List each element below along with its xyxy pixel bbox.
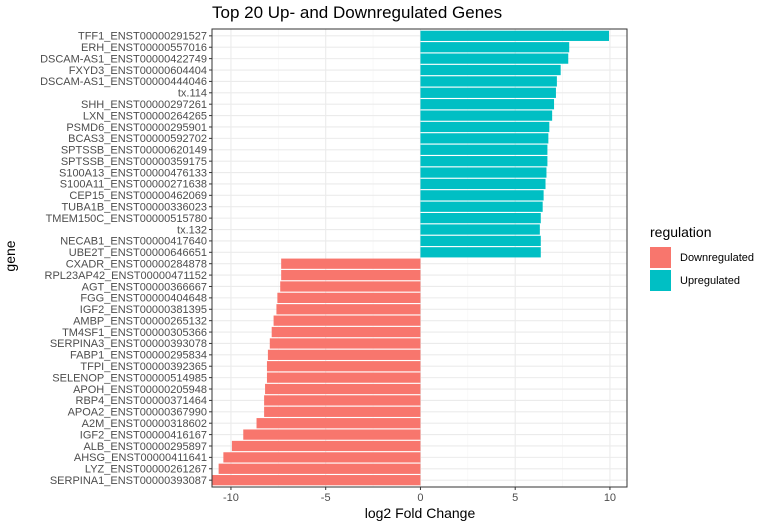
- y-tick-label: SERPINA3_ENST00000393078: [50, 338, 207, 350]
- panel-border: [211, 28, 628, 488]
- legend: regulation Downregulated Upregulated: [650, 224, 754, 291]
- y-tick-label: AGT_ENST00000366667: [82, 281, 207, 293]
- y-tick-label: PSMD6_ENST00000295901: [66, 122, 207, 134]
- bar: [266, 361, 421, 372]
- bar: [267, 349, 421, 360]
- bar: [264, 395, 421, 406]
- bar: [231, 440, 421, 452]
- bar: [276, 304, 421, 315]
- legend-label: Downregulated: [680, 252, 754, 264]
- x-tick-label: 10: [604, 492, 616, 504]
- legend-key: [650, 270, 671, 291]
- bar: [264, 406, 421, 417]
- bar: [243, 429, 421, 440]
- x-tick-label: 0: [417, 492, 423, 504]
- bar: [266, 372, 421, 383]
- bar: [265, 383, 421, 395]
- bar: [273, 315, 421, 326]
- y-axis: TFF1_ENST00000291527ERH_ENST00000557016D…: [40, 31, 212, 487]
- y-tick-label: S100A13_ENST00000476133: [59, 167, 207, 179]
- x-tick-label: 5: [512, 492, 518, 504]
- y-tick-label: DSCAM-AS1_ENST00000422749: [40, 53, 207, 65]
- y-tick-label: SPTSSB_ENST00000359175: [61, 156, 207, 168]
- legend-key: [650, 247, 671, 268]
- y-tick-label: ALB_ENST00000295897: [83, 441, 207, 453]
- legend-title: regulation: [650, 224, 712, 240]
- bar: [280, 281, 421, 292]
- y-tick-label: AMBP_ENST00000265132: [73, 315, 207, 327]
- bar: [420, 190, 544, 201]
- bar: [420, 224, 540, 235]
- bar: [420, 201, 543, 212]
- bar: [269, 338, 421, 349]
- y-tick-label: SERPINA1_ENST00000393087: [50, 475, 207, 487]
- bar: [420, 121, 550, 133]
- y-tick-label: BCAS3_ENST00000592702: [68, 133, 207, 145]
- y-tick-label: CXADR_ENST00000284878: [66, 258, 207, 270]
- x-axis-title: log2 Fold Change: [365, 505, 476, 521]
- bar: [420, 133, 549, 144]
- bar: [420, 53, 569, 64]
- y-tick-label: DSCAM-AS1_ENST00000444046: [40, 76, 207, 88]
- y-tick-label: CEP15_ENST00000462069: [69, 190, 207, 202]
- bar: [420, 42, 570, 53]
- y-tick-label: RBP4_ENST00000371464: [76, 395, 207, 407]
- bar: [420, 212, 541, 224]
- bar: [420, 235, 541, 247]
- y-tick-label: ERH_ENST00000557016: [81, 42, 207, 54]
- y-tick-label: LXN_ENST00000264265: [83, 110, 207, 122]
- bars: [212, 30, 609, 486]
- legend-label: Upregulated: [680, 275, 740, 287]
- bar: [420, 64, 561, 76]
- y-tick-label: AHSG_ENST00000411641: [74, 452, 207, 464]
- bar: [218, 463, 421, 474]
- y-tick-label: APOH_ENST00000205948: [73, 384, 207, 396]
- y-tick-label: FXYD3_ENST00000604404: [69, 65, 207, 77]
- y-tick-label: tx.132: [177, 224, 207, 236]
- bar: [420, 76, 557, 87]
- bar: [271, 326, 421, 338]
- y-tick-label: A2M_ENST00000318602: [82, 418, 207, 430]
- y-tick-label: FABP1_ENST00000295834: [70, 350, 207, 362]
- y-tick-label: SHH_ENST00000297261: [81, 99, 207, 111]
- y-tick-label: TMEM150C_ENST00000515780: [46, 213, 207, 225]
- bar: [420, 144, 548, 155]
- y-tick-label: TFF1_ENST00000291527: [78, 31, 207, 43]
- y-tick-label: APOA2_ENST00000367990: [68, 407, 207, 419]
- y-tick-label: S100A11_ENST00000271638: [60, 179, 207, 191]
- bar: [223, 452, 421, 463]
- y-tick-label: TM4SF1_ENST00000305366: [62, 327, 207, 339]
- x-tick-label: -10: [223, 492, 239, 504]
- y-tick-label: IGF2_ENST00000416167: [80, 429, 207, 441]
- y-tick-label: NECAB1_ENST00000417640: [60, 236, 207, 248]
- y-tick-label: LYZ_ENST00000261267: [85, 464, 207, 476]
- y-tick-label: TUBA1B_ENST00000336023: [61, 202, 207, 214]
- bar: [420, 247, 541, 258]
- bar: [420, 110, 553, 121]
- y-tick-label: SELENOP_ENST00000514985: [52, 372, 207, 384]
- bar: [420, 156, 548, 167]
- bar: [420, 99, 555, 110]
- y-tick-label: SPTSSB_ENST00000620149: [61, 145, 207, 157]
- x-axis: -10 -5 0 5 10: [223, 487, 616, 504]
- bar: [420, 30, 609, 41]
- y-axis-title: gene: [2, 240, 18, 271]
- y-tick-label: tx.114: [178, 88, 207, 100]
- bar: [281, 269, 421, 281]
- bar: [277, 292, 421, 304]
- y-tick-label: FGG_ENST00000404648: [80, 293, 207, 305]
- y-tick-label: UBE2T_ENST00000646651: [69, 247, 207, 259]
- bar: [281, 258, 421, 269]
- bar: [212, 475, 421, 486]
- chart-title: Top 20 Up- and Downregulated Genes: [212, 3, 502, 22]
- bar: [420, 167, 547, 178]
- y-tick-label: TFPI_ENST00000392365: [80, 361, 207, 373]
- y-tick-label: RPL23AP42_ENST00000471152: [45, 270, 207, 282]
- y-tick-label: IGF2_ENST00000381395: [80, 304, 207, 316]
- bar: [420, 87, 556, 98]
- bar: [256, 418, 421, 429]
- x-tick-label: -5: [321, 492, 331, 504]
- bar: [420, 178, 546, 190]
